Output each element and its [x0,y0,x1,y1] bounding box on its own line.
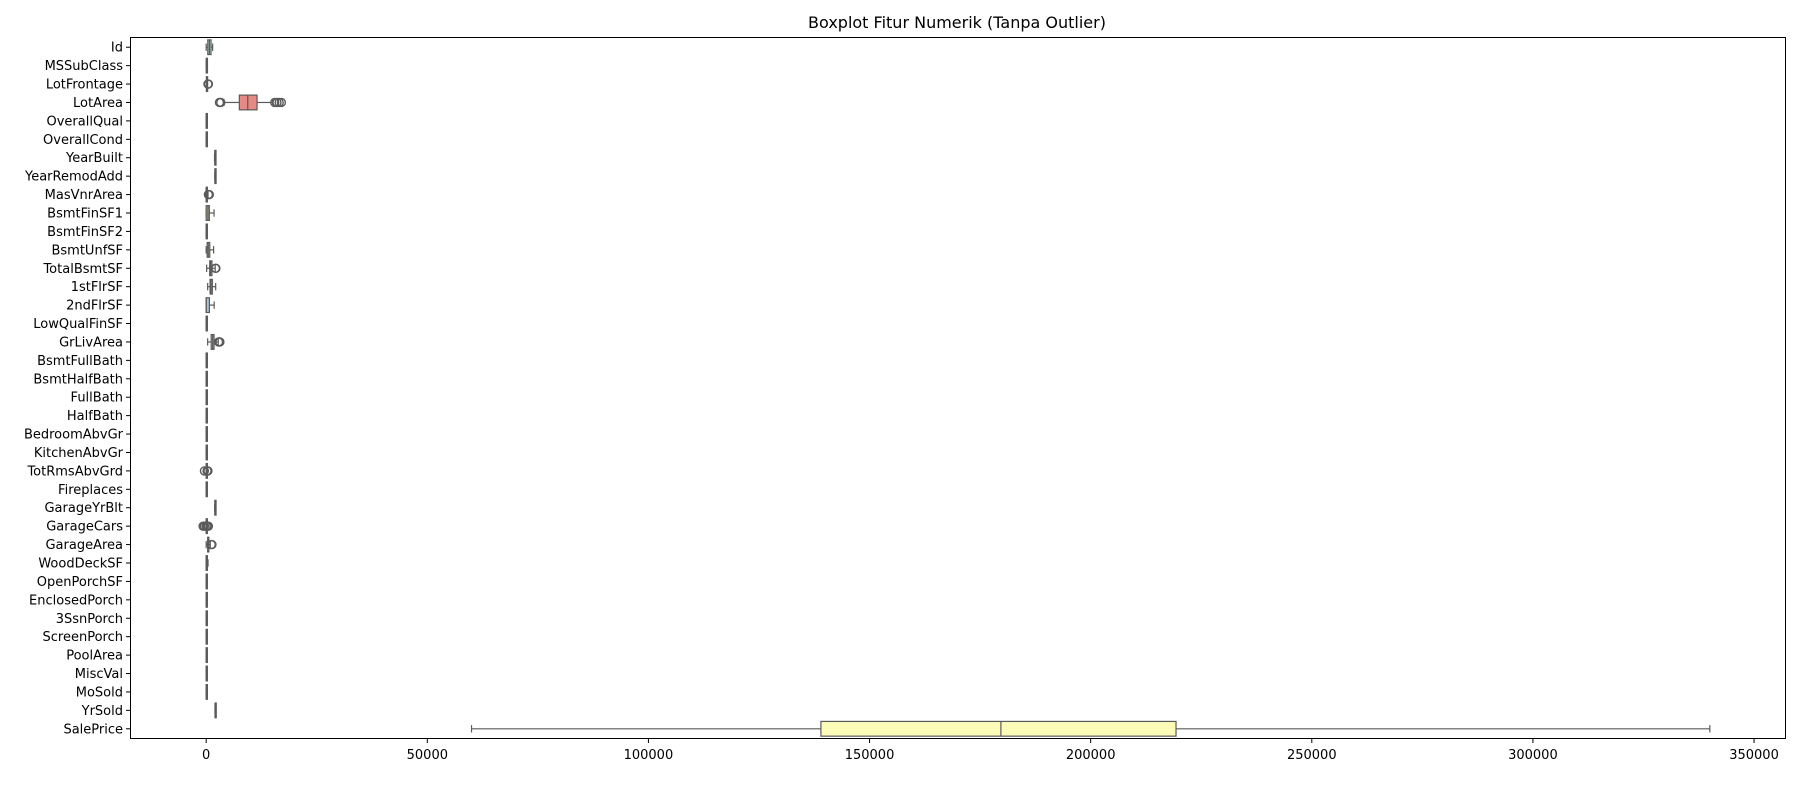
box [820,720,1177,737]
outlier-point [215,337,225,347]
y-tick-label: WoodDeckSF [38,557,123,572]
chart-title: Boxplot Fitur Numerik (Tanpa Outlier) [808,13,1106,32]
x-tick-label: 300000 [1508,748,1558,763]
y-tick-label: TotRmsAbvGrd [26,464,123,479]
x-tick-label: 200000 [1066,748,1116,763]
y-tick-label: BsmtHalfBath [33,372,123,387]
x-tick-label: 50000 [407,748,448,763]
y-tick-label: 1stFlrSF [71,280,123,295]
y-tick-label: GrLivArea [59,335,123,350]
outlier-point [199,466,210,476]
y-tick-label: LowQualFinSF [33,317,123,332]
y-tick-label: 3SsnPorch [56,612,123,627]
outlier-point [207,539,217,550]
y-tick-label: BsmtFullBath [37,354,123,369]
outlier-point [216,97,226,108]
outlier-point [204,189,214,200]
y-tick-label: TotalBsmtSF [42,262,123,277]
y-tick-label: BedroomAbvGr [24,428,124,443]
y-tick-label: MasVnrArea [45,188,123,203]
y-tick-label: BsmtUnfSF [51,243,123,258]
outlier-point [203,79,214,89]
y-tick-label: PoolArea [66,649,123,664]
y-tick-label: ScreenPorch [43,630,123,645]
y-tick-label: EnclosedPorch [29,593,123,608]
y-tick-label: MiscVal [75,667,123,682]
y-tick-label: SalePrice [63,722,123,737]
y-tick-label: BsmtFinSF2 [47,225,123,240]
x-tick-label: 250000 [1287,748,1337,763]
outlier-point [203,466,213,476]
y-tick-label: GarageYrBlt [44,501,123,516]
x-tick-label: 0 [202,748,210,763]
y-tick-label: MoSold [76,685,123,700]
y-tick-label: OverallCond [43,133,123,148]
y-tick-label: FullBath [71,391,123,406]
y-tick-label: LotArea [73,96,123,111]
y-tick-label: OverallQual [46,114,123,129]
y-tick-label: Id [111,41,123,56]
y-tick-label: KitchenAbvGr [34,446,124,461]
y-tick-label: 2ndFlrSF [66,299,123,314]
y-tick-label: Fireplaces [58,483,123,498]
x-tick-label: 350000 [1729,748,1779,763]
x-tick-label: 100000 [624,748,674,763]
x-tick-label: 150000 [845,748,895,763]
y-tick-label: YearRemodAdd [24,170,123,185]
y-tick-label: HalfBath [67,409,123,424]
y-tick-label: GarageArea [45,538,123,553]
y-tick-label: YearBuilt [65,151,123,166]
outlier-point [211,263,221,273]
y-tick-label: BsmtFinSF1 [47,207,123,222]
y-tick-label: GarageCars [46,520,123,535]
plot-frame [130,37,1786,739]
y-tick-label: YrSold [81,704,123,719]
outlier-point [276,97,287,108]
y-tick-label: OpenPorchSF [37,575,123,590]
outlier-point [203,521,214,531]
y-tick-label: LotFrontage [46,78,123,93]
y-tick-label: MSSubClass [45,59,124,74]
